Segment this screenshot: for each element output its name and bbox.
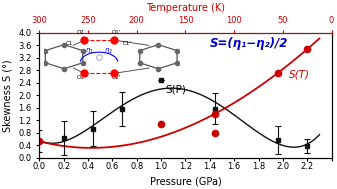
Text: S=(η₁−η₂)/2: S=(η₁−η₂)/2 xyxy=(210,37,288,50)
X-axis label: Temperature (K): Temperature (K) xyxy=(146,3,225,13)
Text: S(P): S(P) xyxy=(165,84,186,94)
X-axis label: Pressure (GPa): Pressure (GPa) xyxy=(150,176,221,186)
Text: C1: C1 xyxy=(66,41,73,46)
Text: $\eta_2$: $\eta_2$ xyxy=(104,47,113,56)
Y-axis label: Skewness S (°): Skewness S (°) xyxy=(3,59,13,132)
Text: O2': O2' xyxy=(112,75,121,80)
Text: O1': O1' xyxy=(112,30,121,35)
Text: S(T): S(T) xyxy=(289,69,310,79)
Text: O1: O1 xyxy=(76,75,84,80)
Text: $\eta_1$: $\eta_1$ xyxy=(85,47,94,56)
Text: O2: O2 xyxy=(76,30,84,35)
Text: C1': C1' xyxy=(123,41,132,46)
